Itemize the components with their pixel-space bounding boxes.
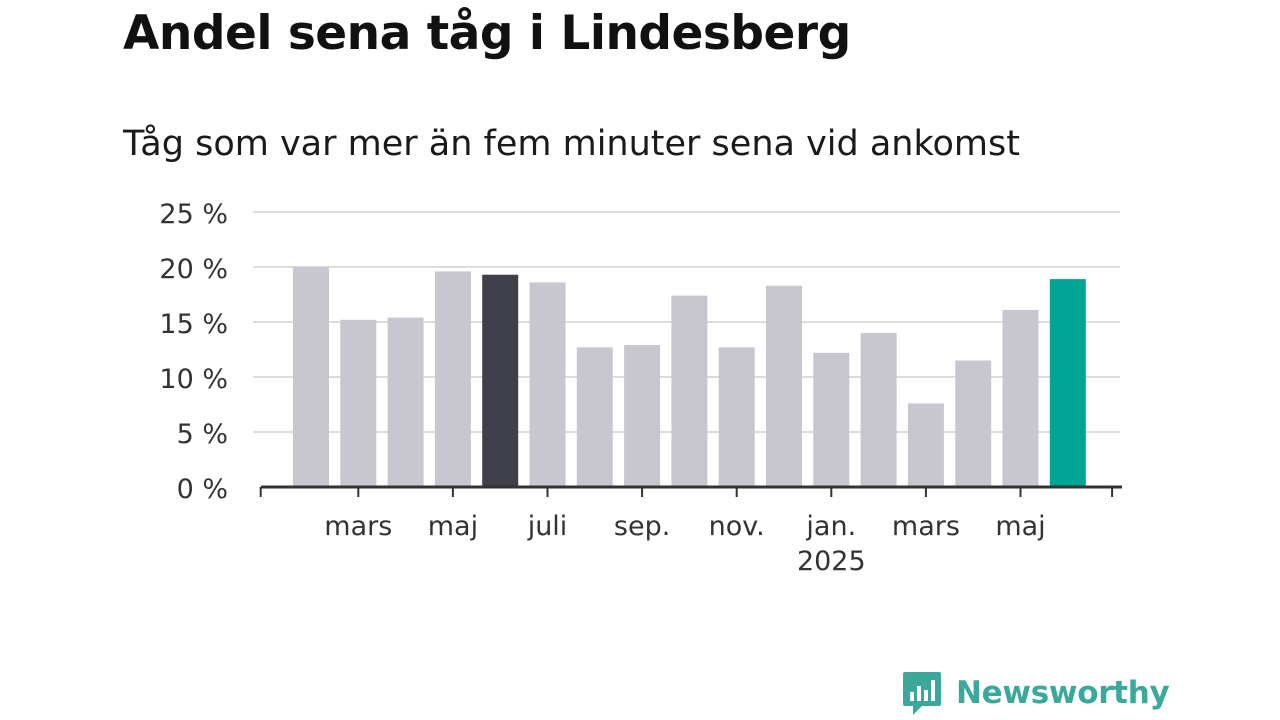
bar-2024-08 [576, 347, 613, 487]
brand-logo: Newsworthy [902, 668, 1170, 718]
brand-name: Newsworthy [956, 675, 1170, 711]
y-tick-label: 10 % [159, 364, 228, 395]
y-tick-label: 20 % [159, 254, 228, 285]
bar-2025-02 [860, 333, 897, 487]
bar-2024-11 [718, 347, 755, 487]
bar-2025-06 [1049, 279, 1086, 487]
bar-2025-04 [955, 360, 992, 487]
newsworthy-logo-icon [903, 672, 941, 715]
bar-2024-02 [293, 267, 329, 487]
x-tick-label: mars [324, 511, 392, 542]
bar-2024-06 [482, 274, 519, 487]
x-tick-label: sep. [614, 511, 670, 542]
y-tick-label: 0 % [177, 474, 228, 505]
y-tick-label: 15 % [159, 309, 228, 340]
bar-2024-04 [387, 317, 424, 487]
x-tick-label: nov. [709, 511, 765, 542]
bar-2024-10 [671, 295, 708, 487]
x-tick-label: maj [995, 511, 1045, 542]
x-tick-label: mars [892, 511, 960, 542]
bar-2025-01 [813, 352, 850, 487]
bar-2024-09 [624, 345, 661, 487]
x-tick-label: maj [428, 511, 478, 542]
bar-2024-03 [340, 319, 377, 487]
bar-2025-05 [1002, 309, 1039, 487]
x-tick-label: jan. [805, 511, 856, 542]
chart-subtitle: Tåg som var mer än fem minuter sena vid … [123, 124, 1020, 164]
bar-2025-03 [907, 403, 944, 487]
chart-title: Andel sena tåg i Lindesberg [123, 6, 851, 61]
y-tick-label: 5 % [177, 419, 228, 450]
bar-2024-07 [529, 282, 566, 487]
y-tick-label: 25 % [159, 199, 228, 230]
bar-2024-12 [766, 285, 802, 487]
x-tick-label: juli [527, 511, 568, 542]
bar-2024-05 [434, 271, 471, 487]
x-tick-sublabel: 2025 [797, 546, 866, 577]
